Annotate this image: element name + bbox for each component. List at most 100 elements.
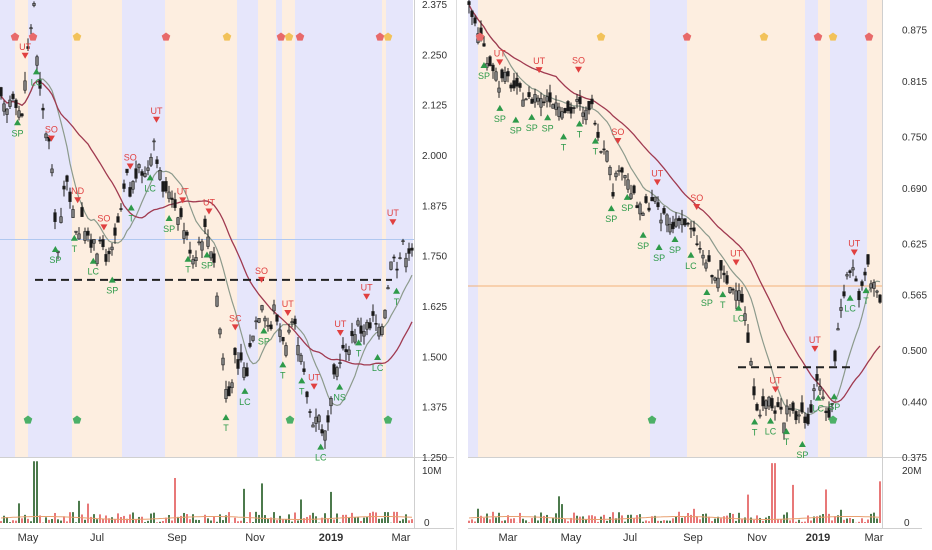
volume-bar	[777, 519, 779, 523]
candle-body	[401, 240, 405, 243]
volume-bar	[96, 519, 98, 523]
candle-body	[494, 71, 498, 81]
candle-body	[857, 290, 861, 301]
volume-bar	[258, 514, 260, 523]
candle-body	[869, 283, 873, 289]
candle-body	[656, 202, 660, 208]
volume-bar	[549, 520, 551, 523]
volume-bar	[873, 512, 875, 523]
candle-body	[353, 334, 357, 343]
candle-body	[365, 321, 369, 330]
volume-bar	[291, 521, 293, 523]
signal-up-arrow	[260, 327, 268, 334]
volume-bar	[723, 516, 725, 523]
volume-bar	[270, 517, 272, 523]
candle-body	[104, 254, 108, 262]
volume-bar	[741, 519, 743, 523]
signal-up-arrow	[639, 231, 647, 238]
volume-bar	[618, 512, 620, 523]
signal-up-label: SP	[510, 126, 522, 136]
pentagon-marker	[295, 32, 305, 41]
signal-down-label: UT	[730, 248, 742, 258]
candle-body	[611, 192, 615, 197]
candle-body	[257, 318, 261, 323]
signal-down-label: UT	[334, 319, 346, 329]
candle-body	[167, 191, 171, 199]
signal-down-label: UT	[150, 106, 162, 116]
x-tick-label: 2019	[806, 532, 830, 544]
candle-body	[731, 288, 735, 291]
y-tick-label: 0.625	[902, 239, 927, 250]
candle-body	[269, 324, 273, 330]
signal-up-label: T	[561, 142, 567, 152]
pentagon-marker	[72, 415, 82, 424]
volume-bar	[117, 513, 119, 523]
volume-bar	[312, 512, 314, 523]
pentagon-marker	[375, 32, 385, 41]
signal-up-arrow	[496, 104, 504, 111]
candle-body	[137, 164, 141, 169]
candle-body	[758, 414, 762, 417]
volume-bar	[3, 515, 5, 523]
volume-bar	[324, 513, 326, 523]
candle-body	[14, 99, 18, 109]
candle-body	[116, 216, 120, 223]
candle-body	[767, 396, 771, 407]
volume-bar	[174, 477, 176, 523]
y-tick-label: 2.125	[422, 101, 447, 112]
y-tick-label: 0.500	[902, 346, 927, 357]
candle-body	[827, 407, 831, 418]
signal-up-label: SP	[637, 241, 649, 251]
signal-down-label: UT	[19, 42, 31, 52]
candle-body	[272, 304, 276, 312]
volume-bar	[90, 516, 92, 523]
candle-body	[335, 367, 339, 377]
volume-bar	[486, 513, 488, 523]
candle-body	[209, 251, 213, 259]
volume-bar	[129, 514, 131, 523]
candle-body	[125, 168, 129, 173]
volume-bar	[375, 512, 377, 523]
candle-body	[503, 71, 507, 82]
volume-bar	[408, 520, 410, 523]
candle-body	[65, 175, 69, 182]
volume-bar	[294, 512, 296, 523]
candle-body	[155, 159, 159, 164]
volume-bar	[399, 520, 401, 523]
candle-body	[275, 314, 279, 322]
candle-body	[98, 239, 102, 242]
x-tick-label: Mar	[865, 532, 884, 544]
candle-body	[536, 97, 540, 102]
y-tick-label: 1.375	[422, 403, 447, 414]
candle-body	[638, 203, 642, 215]
candle-body	[392, 256, 396, 259]
signal-up-arrow	[298, 377, 306, 384]
volume-bar	[585, 519, 587, 523]
candle-body	[635, 205, 639, 208]
pentagon-marker	[828, 32, 838, 41]
candle-body	[314, 416, 318, 424]
signal-down-arrow	[126, 163, 134, 170]
candle-body	[809, 404, 813, 413]
candle-body	[596, 131, 600, 138]
signal-up-arrow	[560, 133, 568, 140]
volume-bar	[177, 516, 179, 523]
candle-body	[842, 291, 846, 297]
volume-bar	[60, 520, 62, 523]
candle-body	[770, 398, 774, 409]
volume-bar	[360, 521, 362, 523]
candle-body	[80, 207, 84, 217]
volume-bar	[357, 517, 359, 523]
background-band	[15, 0, 28, 457]
signal-up-label: LC	[685, 261, 697, 271]
pentagon-marker	[864, 32, 874, 41]
candle-body	[764, 400, 768, 409]
signal-up-arrow	[767, 417, 775, 424]
volume-bar	[672, 518, 674, 523]
signal-up-label: T	[356, 348, 362, 358]
signal-up-label: T	[185, 265, 191, 275]
signal-down-arrow	[772, 386, 779, 393]
volume-bar	[81, 514, 83, 523]
candle-body	[878, 294, 882, 303]
volume-bar	[501, 520, 503, 523]
